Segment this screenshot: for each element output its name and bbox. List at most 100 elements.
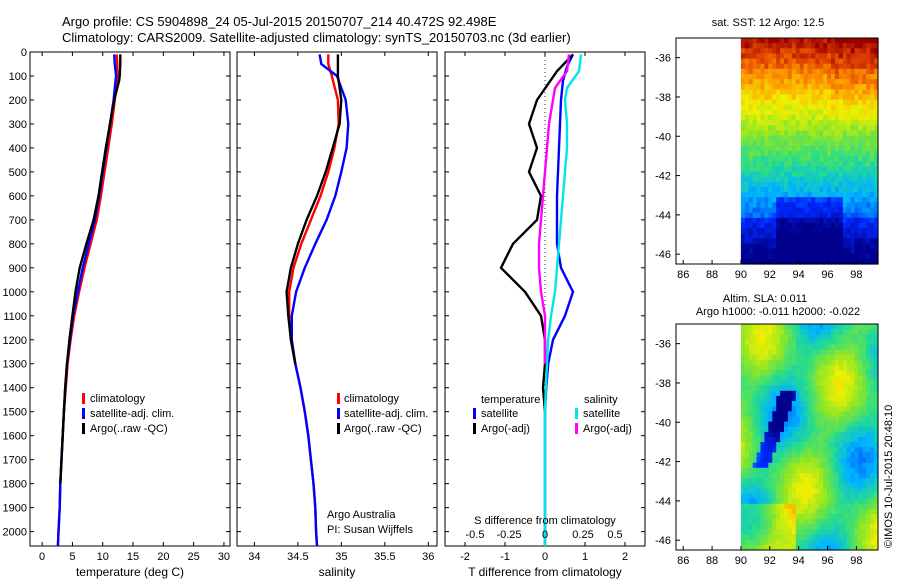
sla_map-cell — [764, 339, 769, 346]
sla_map-cell — [764, 360, 769, 366]
sst_map-cell — [772, 130, 777, 137]
sst_map-cell — [776, 63, 781, 70]
sst_map-cell — [842, 222, 848, 229]
sla_map-cell — [791, 370, 797, 376]
sst_map-cell — [811, 202, 816, 209]
sst_map-cell — [748, 171, 754, 178]
sla_map-cell — [795, 498, 801, 505]
sla_map-cell — [795, 324, 801, 330]
sla_map-cell — [815, 544, 820, 551]
sla_map-cell — [823, 462, 828, 469]
sst_map-cell — [838, 212, 844, 219]
sst_map-cell — [854, 233, 859, 239]
sla_map-cell — [811, 452, 816, 459]
sla_map-cell — [862, 334, 867, 340]
sst_map-cell — [756, 171, 762, 178]
sla_map-cell — [760, 534, 765, 541]
sst_map-cell — [772, 181, 777, 188]
sla_map-cell — [862, 524, 867, 530]
sst_map-cell — [846, 212, 852, 219]
sla_map-cell — [752, 534, 758, 541]
sst_map-cell — [838, 156, 844, 162]
sla_map-cell — [862, 508, 867, 515]
sla_map-cell — [854, 380, 859, 387]
sla_map-cell — [850, 478, 856, 484]
sla_map-cell — [874, 519, 879, 525]
sla_map-cell — [784, 442, 789, 448]
sla_map-cell — [811, 447, 816, 453]
sst_map-cell — [831, 68, 836, 75]
sla_map-cell — [819, 354, 824, 361]
sst_map-cell — [870, 207, 875, 214]
sla_map-cell — [874, 442, 879, 448]
sla_map-cell — [831, 539, 836, 546]
sla_map-cell — [791, 349, 797, 356]
sst_map-cell — [870, 233, 875, 239]
sla_map-cell — [850, 421, 856, 428]
sst_map-cell — [854, 94, 859, 101]
sla_map-cell — [744, 354, 750, 361]
sst_map-cell — [744, 212, 750, 219]
sst_map-cell — [780, 248, 785, 255]
sla_map-cell — [787, 483, 793, 489]
sla_map-cell — [831, 354, 836, 361]
sla_map-cell — [787, 473, 793, 479]
sla_map-cell — [795, 514, 801, 520]
sla_map-cell — [752, 344, 758, 351]
sst_map-cell — [752, 176, 758, 183]
sla_map-cell — [756, 514, 762, 520]
sla_map-cell — [744, 452, 750, 459]
sst_map-cell — [776, 217, 781, 224]
sla_map-cell — [799, 370, 805, 376]
sst_map-cell — [819, 135, 824, 142]
sst_map-cell — [850, 74, 856, 80]
sla_map-cell — [831, 324, 836, 330]
sla_map-cell — [784, 385, 789, 392]
sst_map-cell — [744, 197, 750, 203]
sla_map-cell — [744, 406, 750, 412]
sst_map-cell — [772, 202, 777, 209]
sst_map-cell — [815, 253, 820, 260]
sst_map-cell — [772, 243, 777, 250]
sst_map-cell — [744, 228, 750, 234]
sst_map-cell — [850, 43, 856, 49]
sla_map-cell — [803, 416, 809, 423]
sla_map-cell — [752, 380, 758, 387]
sst_map-cell — [764, 99, 769, 106]
sla_map-cell — [807, 529, 812, 536]
sla_map-cell — [744, 390, 750, 397]
sla_map-cell — [776, 473, 781, 479]
sst_map-cell — [858, 217, 863, 224]
sla_map-cell — [866, 462, 871, 469]
sst_map-cell — [780, 79, 785, 85]
sst_map-cell — [748, 68, 754, 75]
sla_map-cell — [823, 380, 828, 387]
sla_map-cell — [866, 478, 871, 484]
sla_map-cell — [819, 411, 824, 417]
sla_map-cell — [795, 401, 801, 407]
sla_map-cell — [827, 390, 832, 397]
sla_map-cell — [752, 426, 758, 433]
sst_map-cell — [842, 253, 848, 260]
sla_map-cell — [850, 473, 856, 479]
sla_map-cell — [823, 401, 828, 407]
sla_map-cell — [834, 519, 840, 525]
sla_map-cell — [815, 349, 820, 356]
sla_map-cell — [740, 406, 746, 412]
sst_map-cell — [827, 243, 832, 250]
sla_map-cell — [752, 339, 758, 346]
sst_map-cell — [752, 212, 758, 219]
sla_map-cell — [838, 406, 844, 412]
sla_map-cell — [866, 498, 871, 505]
sla_map-cell — [870, 457, 875, 464]
sst_map-cell — [784, 135, 789, 142]
sst_map-cell — [846, 58, 852, 65]
sst_map-cell — [740, 243, 746, 250]
sst_map-cell — [846, 53, 852, 60]
sst_map-cell — [858, 79, 863, 85]
sla_map-cell — [823, 478, 828, 484]
sla_map-cell — [842, 457, 848, 464]
sla_map-cell — [768, 519, 773, 525]
sst_map-cell — [768, 212, 773, 219]
sla_map-cell — [760, 508, 765, 515]
